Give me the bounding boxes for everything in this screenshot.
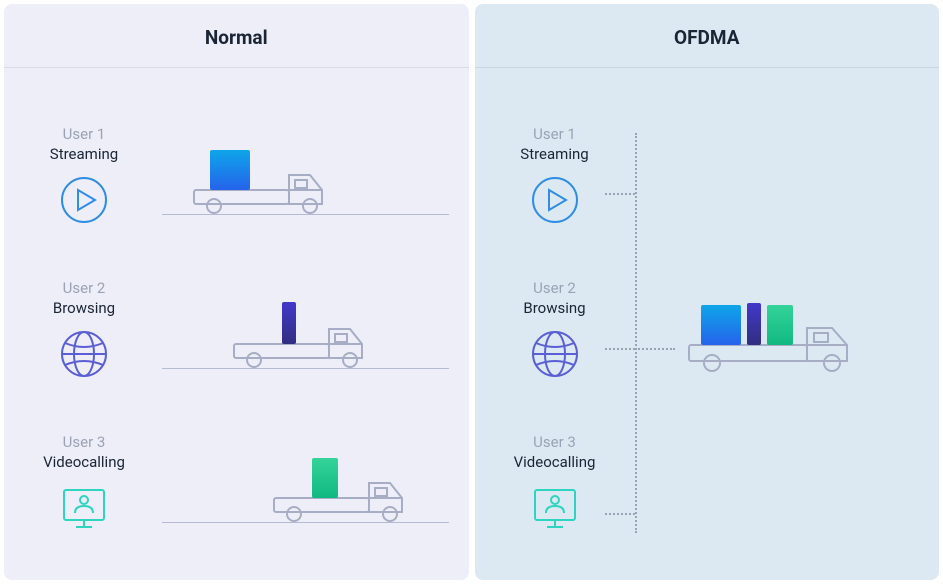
user-block: User 1 Streaming: [495, 125, 615, 225]
user-block: User 3 Videocalling: [24, 433, 144, 533]
globe-icon: [530, 329, 580, 379]
user-activity: Browsing: [24, 299, 144, 317]
user-block: User 3 Videocalling: [495, 433, 615, 533]
ofdma-title: OFDMA: [475, 4, 940, 68]
user-label: User 1: [24, 125, 144, 143]
user-activity: Browsing: [495, 299, 615, 317]
user-label: User 3: [495, 433, 615, 451]
ofdma-truck-wrapper: [687, 287, 897, 372]
ofdma-truck-area: [615, 98, 920, 560]
user-block: User 2 Browsing: [24, 279, 144, 379]
dotted-connector: [635, 348, 675, 350]
monitor-icon: [530, 483, 580, 533]
ofdma-users-col: User 1 Streaming User 2 Browsing: [495, 98, 615, 560]
normal-title: Normal: [4, 4, 469, 68]
normal-body: User 1 Streaming User 2 Browsing: [4, 68, 469, 580]
user-label: User 2: [495, 279, 615, 297]
user-activity: Videocalling: [495, 453, 615, 471]
dotted-connector: [605, 513, 635, 515]
normal-panel: Normal User 1 Streaming User 2 Browsing: [4, 4, 469, 580]
user-label: User 3: [24, 433, 144, 451]
truck-row: [162, 443, 449, 523]
truck-icon: [272, 468, 422, 523]
payload-box: [312, 458, 338, 498]
payload-box: [282, 302, 296, 344]
user-activity: Streaming: [495, 145, 615, 163]
ofdma-body: User 1 Streaming User 2 Browsing: [475, 68, 940, 580]
user-block: User 2 Browsing: [495, 279, 615, 379]
truck-icon: [232, 314, 382, 369]
user-label: User 2: [24, 279, 144, 297]
dotted-connector: [605, 193, 635, 195]
monitor-icon: [59, 483, 109, 533]
user-activity: Streaming: [24, 145, 144, 163]
truck-row: [162, 135, 449, 215]
globe-icon: [59, 329, 109, 379]
user-activity: Videocalling: [24, 453, 144, 471]
payload-box: [701, 305, 741, 345]
payload-box: [767, 305, 793, 345]
payload-box: [747, 303, 761, 345]
dotted-connector: [635, 133, 637, 533]
normal-trucks-col: [144, 98, 449, 560]
normal-users-col: User 1 Streaming User 2 Browsing: [24, 98, 144, 560]
truck-row: [162, 289, 449, 369]
ofdma-panel: OFDMA User 1 Streaming User 2 Browsing: [475, 4, 940, 580]
user-label: User 1: [495, 125, 615, 143]
dotted-connector: [605, 348, 635, 350]
payload-box: [210, 150, 250, 190]
play-icon: [59, 175, 109, 225]
user-block: User 1 Streaming: [24, 125, 144, 225]
play-icon: [530, 175, 580, 225]
